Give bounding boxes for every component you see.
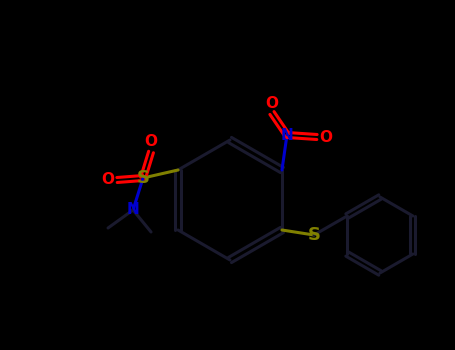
- Text: N: N: [126, 203, 139, 217]
- Text: O: O: [265, 97, 278, 112]
- Text: N: N: [281, 127, 293, 142]
- Text: O: O: [145, 134, 157, 149]
- Text: O: O: [101, 173, 115, 188]
- Text: O: O: [319, 130, 333, 145]
- Text: S: S: [136, 169, 150, 187]
- Text: S: S: [308, 226, 320, 244]
